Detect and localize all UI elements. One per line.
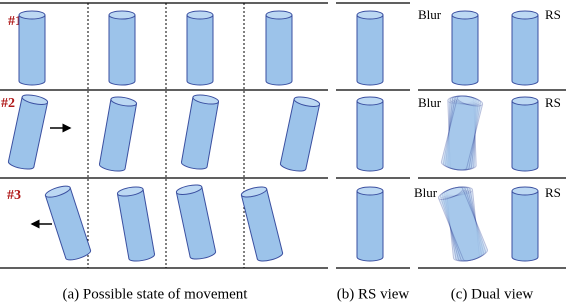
cylinder-top [357, 187, 383, 195]
cylinder-top [109, 11, 135, 19]
cylinder-body [109, 15, 135, 81]
row-label: #2 [1, 96, 15, 111]
cylinder [437, 185, 489, 263]
cylinder [176, 183, 217, 261]
caption: (c) Dual view [451, 286, 534, 302]
cylinder-top [187, 11, 213, 19]
cylinder-body [45, 188, 90, 259]
cylinder-body [512, 101, 538, 167]
cylinder-body [512, 15, 538, 81]
cylinder [99, 95, 137, 172]
cylinder [440, 94, 483, 172]
cylinder [357, 97, 383, 171]
cylinder [44, 184, 92, 262]
cylinder-body [241, 189, 282, 259]
cylinder [280, 95, 321, 173]
cylinder [19, 11, 45, 85]
rs-label: RS [545, 185, 561, 200]
cylinder [512, 11, 538, 85]
cylinder [512, 97, 538, 171]
cylinder-body [452, 15, 478, 81]
row-label: #3 [7, 188, 21, 203]
cylinder-body [357, 101, 383, 167]
blur-label: Blur [414, 185, 438, 200]
cylinder-top [19, 11, 45, 19]
cylinder [117, 185, 155, 262]
cylinder-top [357, 97, 383, 105]
cylinder [266, 11, 292, 85]
cylinder-body [357, 191, 383, 257]
rs-label: RS [545, 95, 561, 110]
cylinder [512, 187, 538, 261]
rs-label: RS [545, 7, 561, 22]
cylinder [109, 11, 135, 85]
cylinder-body [441, 98, 482, 168]
cylinder-top [452, 11, 478, 19]
cylinder-body [266, 15, 292, 81]
cylinder [357, 187, 383, 261]
cylinder-body [512, 191, 538, 257]
blur-label: Blur [418, 95, 442, 110]
cylinder [452, 11, 478, 85]
cylinder-top [512, 97, 538, 105]
page: #1 #2 #3 Blur RS Blur RS Blur RS (a) Pos… [0, 0, 566, 308]
cylinder [187, 11, 213, 85]
blur-label: Blur [418, 7, 442, 22]
caption: (a) Possible state of movement [63, 286, 249, 302]
cylinder-top [512, 187, 538, 195]
cylinder [181, 93, 219, 170]
cylinder-top [357, 11, 383, 19]
cylinder [240, 185, 283, 263]
cylinder-body [19, 15, 45, 81]
caption: (b) RS view [337, 286, 410, 302]
cylinder [357, 11, 383, 85]
cylinders [8, 11, 538, 263]
figure: #1 #2 #3 Blur RS Blur RS Blur RS (a) Pos… [0, 0, 566, 308]
cylinder-top [512, 11, 538, 19]
cylinder-body [357, 15, 383, 81]
cylinder-top [266, 11, 292, 19]
cylinder-body [187, 15, 213, 81]
